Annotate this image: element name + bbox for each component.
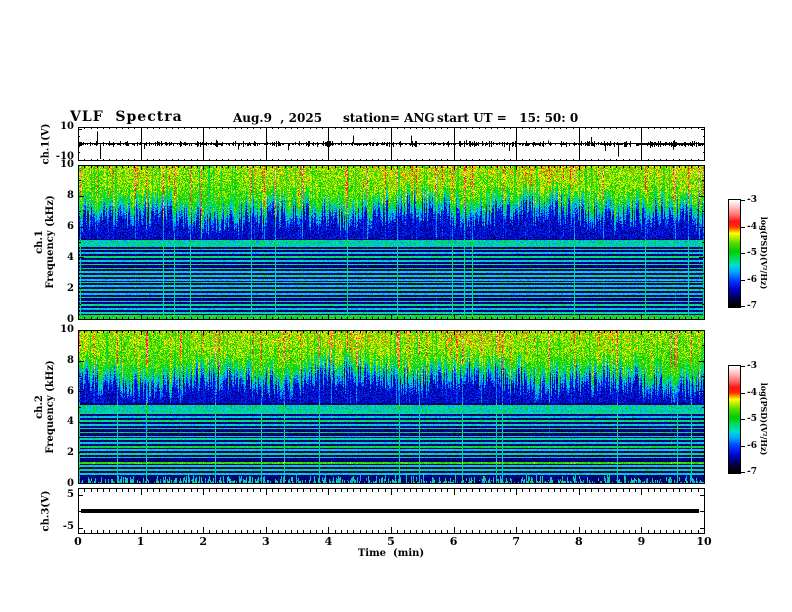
- ch2-spectrogram-plot: [78, 330, 705, 484]
- colorbar1-tick-label: -7: [747, 301, 757, 311]
- ch1-spec-ytick-label: 8: [67, 190, 74, 201]
- time-tick-label: 4: [324, 535, 333, 548]
- time-tick-label: 1: [136, 535, 145, 548]
- station-label: station= ANG: [343, 111, 435, 125]
- ch3-ymin-tick-label: -5: [62, 521, 74, 532]
- ch2-spec-ytick-label: 8: [67, 354, 74, 366]
- colorbar2-tick-label: -3: [747, 361, 757, 371]
- start-ut-label: start UT = 15: 50: 0: [437, 111, 579, 125]
- time-tick-label: 9: [637, 535, 646, 548]
- ch1-spec-ytick-label: 4: [67, 252, 74, 263]
- ch2-spec-ytick-label: 0: [67, 478, 74, 489]
- ch1-spec-ytick-label: 10: [60, 159, 74, 170]
- ch1-spec-ytick-label: 0: [67, 314, 74, 325]
- time-tick-label: 5: [387, 535, 395, 548]
- ch2-spec-ytick-label: 2: [67, 447, 74, 459]
- colorbar2-tick-label: -7: [747, 467, 757, 477]
- ch2-spec-channel-label: ch.2: [34, 395, 45, 419]
- ch1-spectrogram-plot: [78, 165, 705, 320]
- colorbar2-tick-label: -4: [747, 387, 757, 398]
- colorbar2-tick-label: -5: [747, 414, 757, 424]
- colorbar1-tick-label: -3: [747, 195, 757, 205]
- ch2-spec-axis-title: ch.2 Frequency (kHz): [34, 360, 56, 453]
- ch2-spec-ytick-label: 4: [67, 416, 74, 428]
- time-tick-label: 2: [199, 535, 208, 548]
- ch1-ymax-tick-label: 10: [60, 121, 74, 132]
- ch3-waveform-plot: [78, 488, 705, 534]
- colorbar-ch1: [728, 199, 746, 308]
- ch1-spec-frequency-label: Frequency (kHz): [45, 195, 56, 289]
- ch2-spec-frequency-label: Frequency (kHz): [45, 360, 56, 454]
- ch1-waveform-plot: [78, 127, 705, 161]
- ch2-spec-ytick-label: 6: [67, 385, 74, 397]
- time-tick-label: 8: [574, 535, 583, 548]
- page-title: VLF Spectra: [70, 109, 183, 125]
- time-tick-label: 3: [261, 535, 270, 548]
- ch1-ymin-tick-label: -10: [55, 151, 74, 162]
- ch3-ymax-tick-label: 5: [67, 489, 74, 500]
- time-tick-label: 0: [74, 535, 82, 548]
- time-axis-title: Time (min): [357, 548, 425, 559]
- colorbar-ch2: [728, 365, 746, 474]
- colorbar1-tick-label: -6: [747, 274, 757, 285]
- colorbar2-tick-label: -6: [747, 440, 757, 451]
- time-tick-label: 7: [512, 535, 521, 548]
- time-tick-label: 6: [449, 535, 458, 548]
- colorbar1-tick-label: -4: [747, 221, 757, 232]
- ch1-spec-axis-title: ch.1 Frequency (kHz): [34, 195, 56, 288]
- colorbar1-title: log(PSD)(V²/Hz): [759, 216, 769, 290]
- ch1-spec-ytick-label: 2: [67, 283, 74, 294]
- time-tick-label: 10: [696, 535, 712, 548]
- ch1-spec-channel-label: ch.1: [34, 230, 45, 254]
- date-label: Aug.9 , 2025: [233, 111, 323, 125]
- colorbar2-title: log(PSD)(V²/Hz): [759, 382, 769, 456]
- ch1-spec-ytick-label: 6: [67, 221, 74, 232]
- colorbar1-tick-label: -5: [747, 248, 757, 258]
- ch2-spec-ytick-label: 10: [60, 324, 74, 335]
